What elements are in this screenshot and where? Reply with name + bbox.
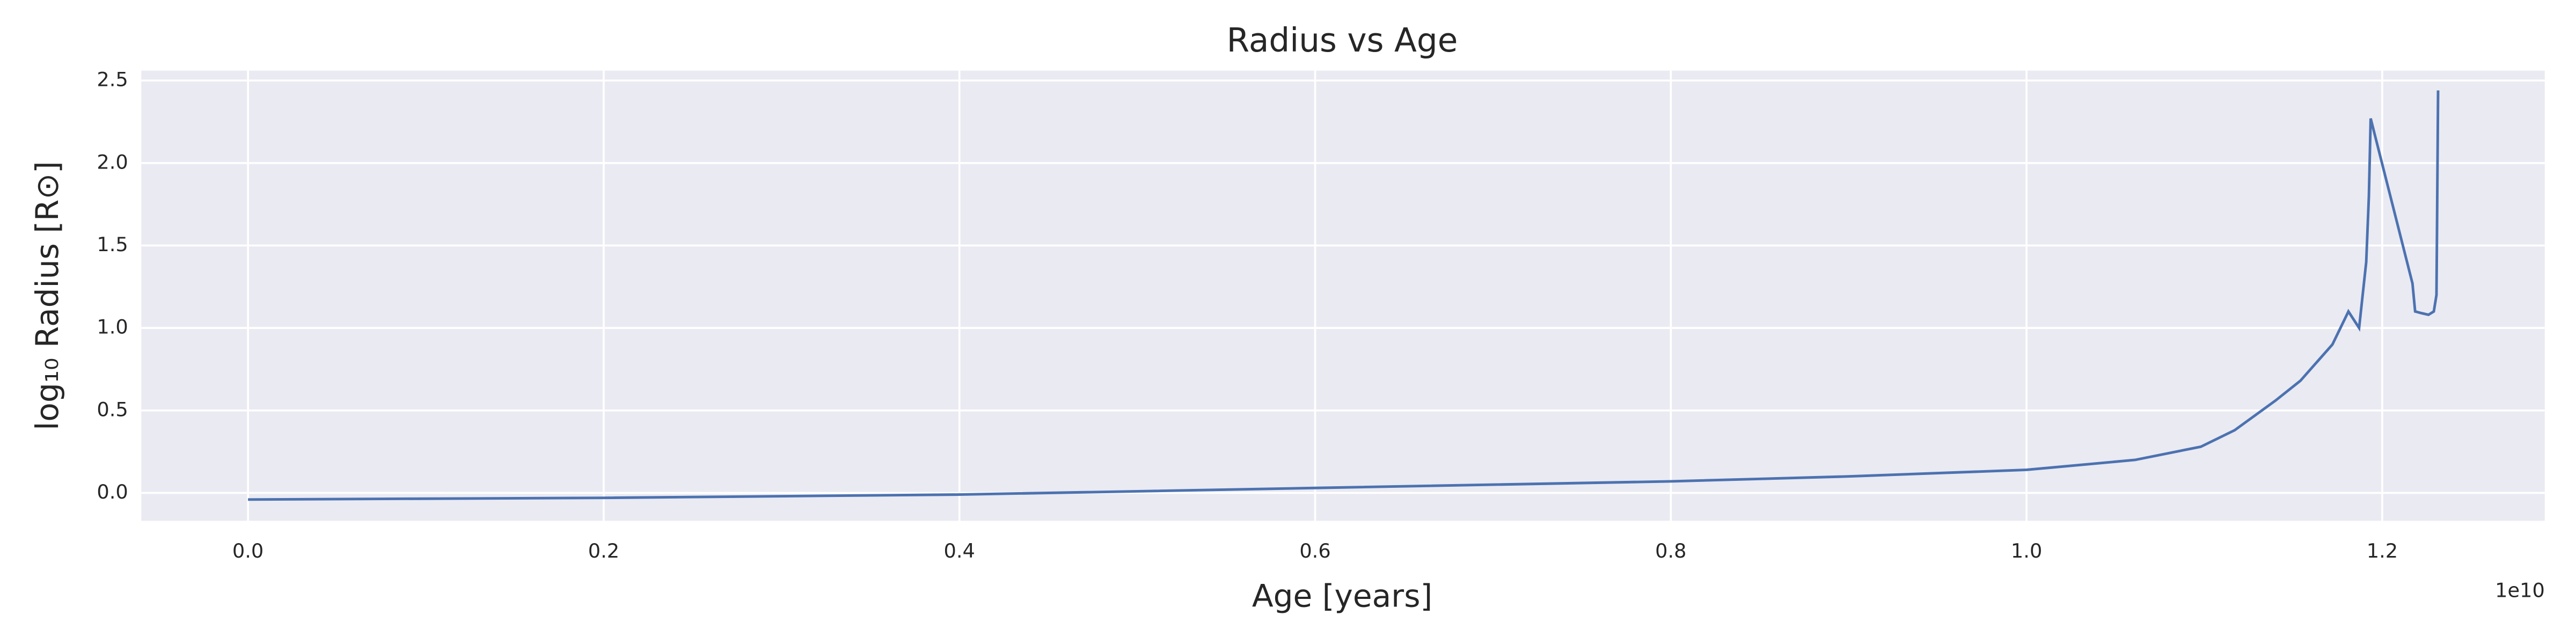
x-tick-label: 0.6 <box>1299 539 1330 562</box>
y-axis-label: log₁₀ Radius [R⊙] <box>29 161 65 430</box>
x-tick-label: 0.0 <box>232 539 264 562</box>
y-tick-label: 0.5 <box>97 398 128 421</box>
y-tick-label: 1.0 <box>97 316 128 339</box>
x-tick-label: 0.8 <box>1655 539 1686 562</box>
y-tick-label: 1.5 <box>97 233 128 256</box>
y-tick-label: 0.0 <box>97 480 128 503</box>
chart-title: Radius vs Age <box>1227 21 1458 60</box>
data-line <box>248 90 2440 501</box>
x-offset-label: 1e10 <box>2495 579 2545 602</box>
x-tick-label: 1.0 <box>2011 539 2042 562</box>
x-tick-label: 1.2 <box>2367 539 2398 562</box>
x-tick-label: 0.4 <box>944 539 975 562</box>
y-tick-label: 2.5 <box>97 68 128 91</box>
plot-area <box>141 70 2545 521</box>
x-tick-label: 0.2 <box>588 539 619 562</box>
x-axis-label: Age [years] <box>1252 577 1432 614</box>
y-tick-label: 2.0 <box>97 150 128 173</box>
